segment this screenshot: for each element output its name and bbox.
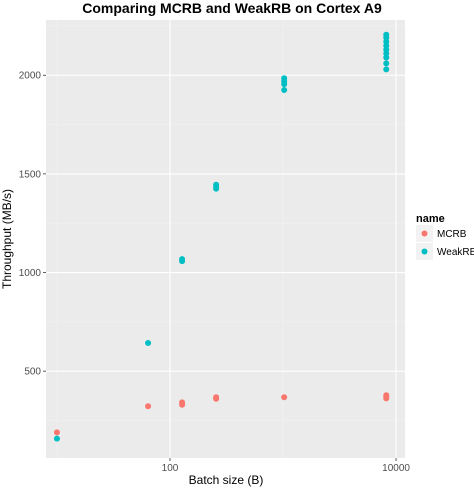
legend-marker-mcrb <box>421 230 428 237</box>
data-point-weakrb <box>281 87 288 94</box>
data-point-weakrb <box>383 66 390 73</box>
legend-items: MCRB WeakRB <box>416 225 474 260</box>
y-tick-label: 1500 <box>19 169 42 180</box>
y-tick-label: 500 <box>24 367 41 378</box>
x-axis-ticks: 100 10000 <box>162 458 410 474</box>
y-axis-label: Throughput (MB/s) <box>0 189 14 289</box>
data-point-weakrb <box>179 256 186 263</box>
gridlines <box>46 20 405 458</box>
data-point-mcrb <box>281 394 288 401</box>
data-point-weakrb <box>213 181 220 188</box>
legend-title: name <box>416 213 445 225</box>
plot-panel <box>46 20 405 458</box>
data-point-weakrb <box>53 435 60 442</box>
legend-marker-weakrb <box>421 248 428 255</box>
x-axis-label: Batch size (B) <box>189 473 264 487</box>
data-point-mcrb <box>213 394 220 401</box>
data-point-weakrb <box>383 31 390 38</box>
legend: name MCRB WeakRB <box>416 213 474 260</box>
x-tick-label: 100 <box>162 463 179 474</box>
legend-label-mcrb: MCRB <box>437 229 467 240</box>
y-tick-label: 1000 <box>19 268 42 279</box>
legend-label-weakrb: WeakRB <box>437 247 474 258</box>
y-tick-label: 2000 <box>19 71 42 82</box>
chart-title: Comparing MCRB and WeakRB on Cortex A9 <box>82 0 382 16</box>
data-point-mcrb <box>53 429 60 436</box>
data-point-mcrb <box>179 399 186 406</box>
data-point-mcrb <box>383 392 390 399</box>
y-axis-ticks: 500 1000 1500 2000 <box>19 71 46 378</box>
data-points <box>53 31 390 442</box>
data-point-mcrb <box>145 403 152 410</box>
data-point-weakrb <box>281 75 288 82</box>
data-point-weakrb <box>145 339 152 346</box>
x-tick-label: 10000 <box>382 463 410 474</box>
data-point-weakrb <box>383 60 390 67</box>
